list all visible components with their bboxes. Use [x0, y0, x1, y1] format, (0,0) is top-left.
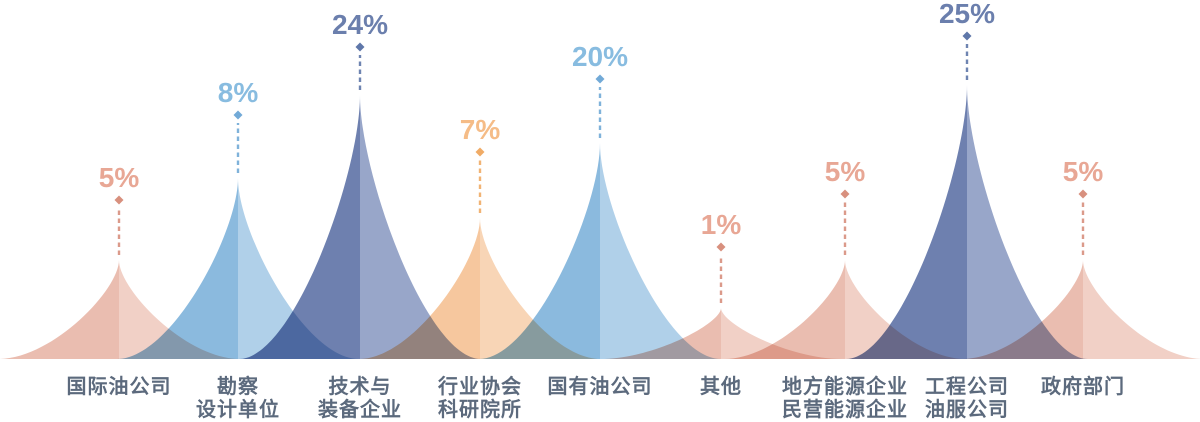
peak-group: 5% [724, 156, 966, 359]
peak-group: 5% [962, 156, 1200, 359]
peak-marker-diamond [962, 31, 972, 41]
peak-group: 5% [0, 162, 240, 359]
peak-marker-diamond [595, 74, 605, 84]
peak-value-label: 5% [99, 162, 140, 193]
category-label: 国际油公司 [24, 376, 214, 399]
peak-left-half [0, 260, 119, 359]
peak-group: 24% [239, 9, 481, 359]
peak-group: 25% [846, 0, 1088, 359]
category-label: 行业协会 科研院所 [385, 376, 575, 422]
category-label-line: 设计单位 [196, 399, 280, 421]
peak-value-label: 1% [701, 209, 742, 240]
peak-marker-diamond [1078, 189, 1088, 199]
category-label-line: 国际油公司 [66, 376, 172, 398]
category-label: 工程公司 油服公司 [872, 376, 1062, 422]
peak-right-half [1083, 260, 1200, 359]
category-label-line: 国有油公司 [547, 376, 653, 398]
category-label-line: 技术与 [328, 376, 392, 398]
peak-marker-diamond [114, 195, 124, 205]
category-label-line: 科研院所 [438, 399, 522, 421]
category-label-line: 勘察 [217, 376, 259, 398]
peak-right-half [119, 260, 240, 359]
category-label-line: 行业协会 [438, 376, 522, 398]
category-label: 技术与 装备企业 [265, 376, 455, 422]
peak-right-half [845, 260, 966, 359]
category-label-line: 地方能源企业 [782, 376, 908, 398]
peak-value-label: 5% [1063, 156, 1104, 187]
category-label-line: 民营能源企业 [782, 399, 908, 421]
category-label-line: 油服公司 [925, 399, 1009, 421]
category-label: 国有油公司 [505, 376, 695, 399]
peak-left-half [479, 143, 600, 359]
category-label: 勘察 设计单位 [143, 376, 333, 422]
peak-group: 1% [600, 209, 842, 359]
category-label: 政府部门 [988, 376, 1178, 399]
category-label-line: 装备企业 [318, 399, 402, 421]
category-label-line: 政府部门 [1041, 376, 1125, 398]
category-label-line: 工程公司 [925, 376, 1009, 398]
peak-left-half [600, 308, 721, 359]
peak-left-half [846, 85, 967, 359]
peak-right-half [360, 95, 481, 359]
peak-right-half [238, 178, 359, 359]
peak-left-half [359, 218, 480, 359]
category-label-line: 其他 [700, 376, 742, 398]
peak-left-half [239, 95, 360, 359]
peak-value-label: 20% [572, 41, 628, 72]
peak-value-label: 5% [825, 156, 866, 187]
peak-marker-diamond [475, 147, 485, 157]
category-label: 其他 [626, 376, 816, 399]
peak-value-label: 25% [939, 0, 995, 29]
peak-right-half [600, 143, 721, 359]
peak-right-half [480, 218, 601, 359]
peak-value-label: 8% [218, 77, 259, 108]
peak-left-half [117, 178, 238, 359]
peak-group: 7% [359, 114, 601, 359]
peak-left-half [962, 260, 1083, 359]
peak-group: 20% [479, 41, 721, 359]
peak-left-half [724, 260, 845, 359]
peak-group: 8% [117, 77, 359, 359]
peak-marker-diamond [233, 110, 243, 120]
peak-marker-diamond [840, 189, 850, 199]
peak-value-label: 7% [460, 114, 501, 145]
peak-marker-diamond [355, 42, 365, 52]
peak-value-label: 24% [332, 9, 388, 40]
category-label: 地方能源企业 民营能源企业 [750, 376, 940, 422]
peak-right-half [721, 308, 842, 359]
peak-right-half [967, 85, 1088, 359]
peak-marker-diamond [716, 242, 726, 252]
